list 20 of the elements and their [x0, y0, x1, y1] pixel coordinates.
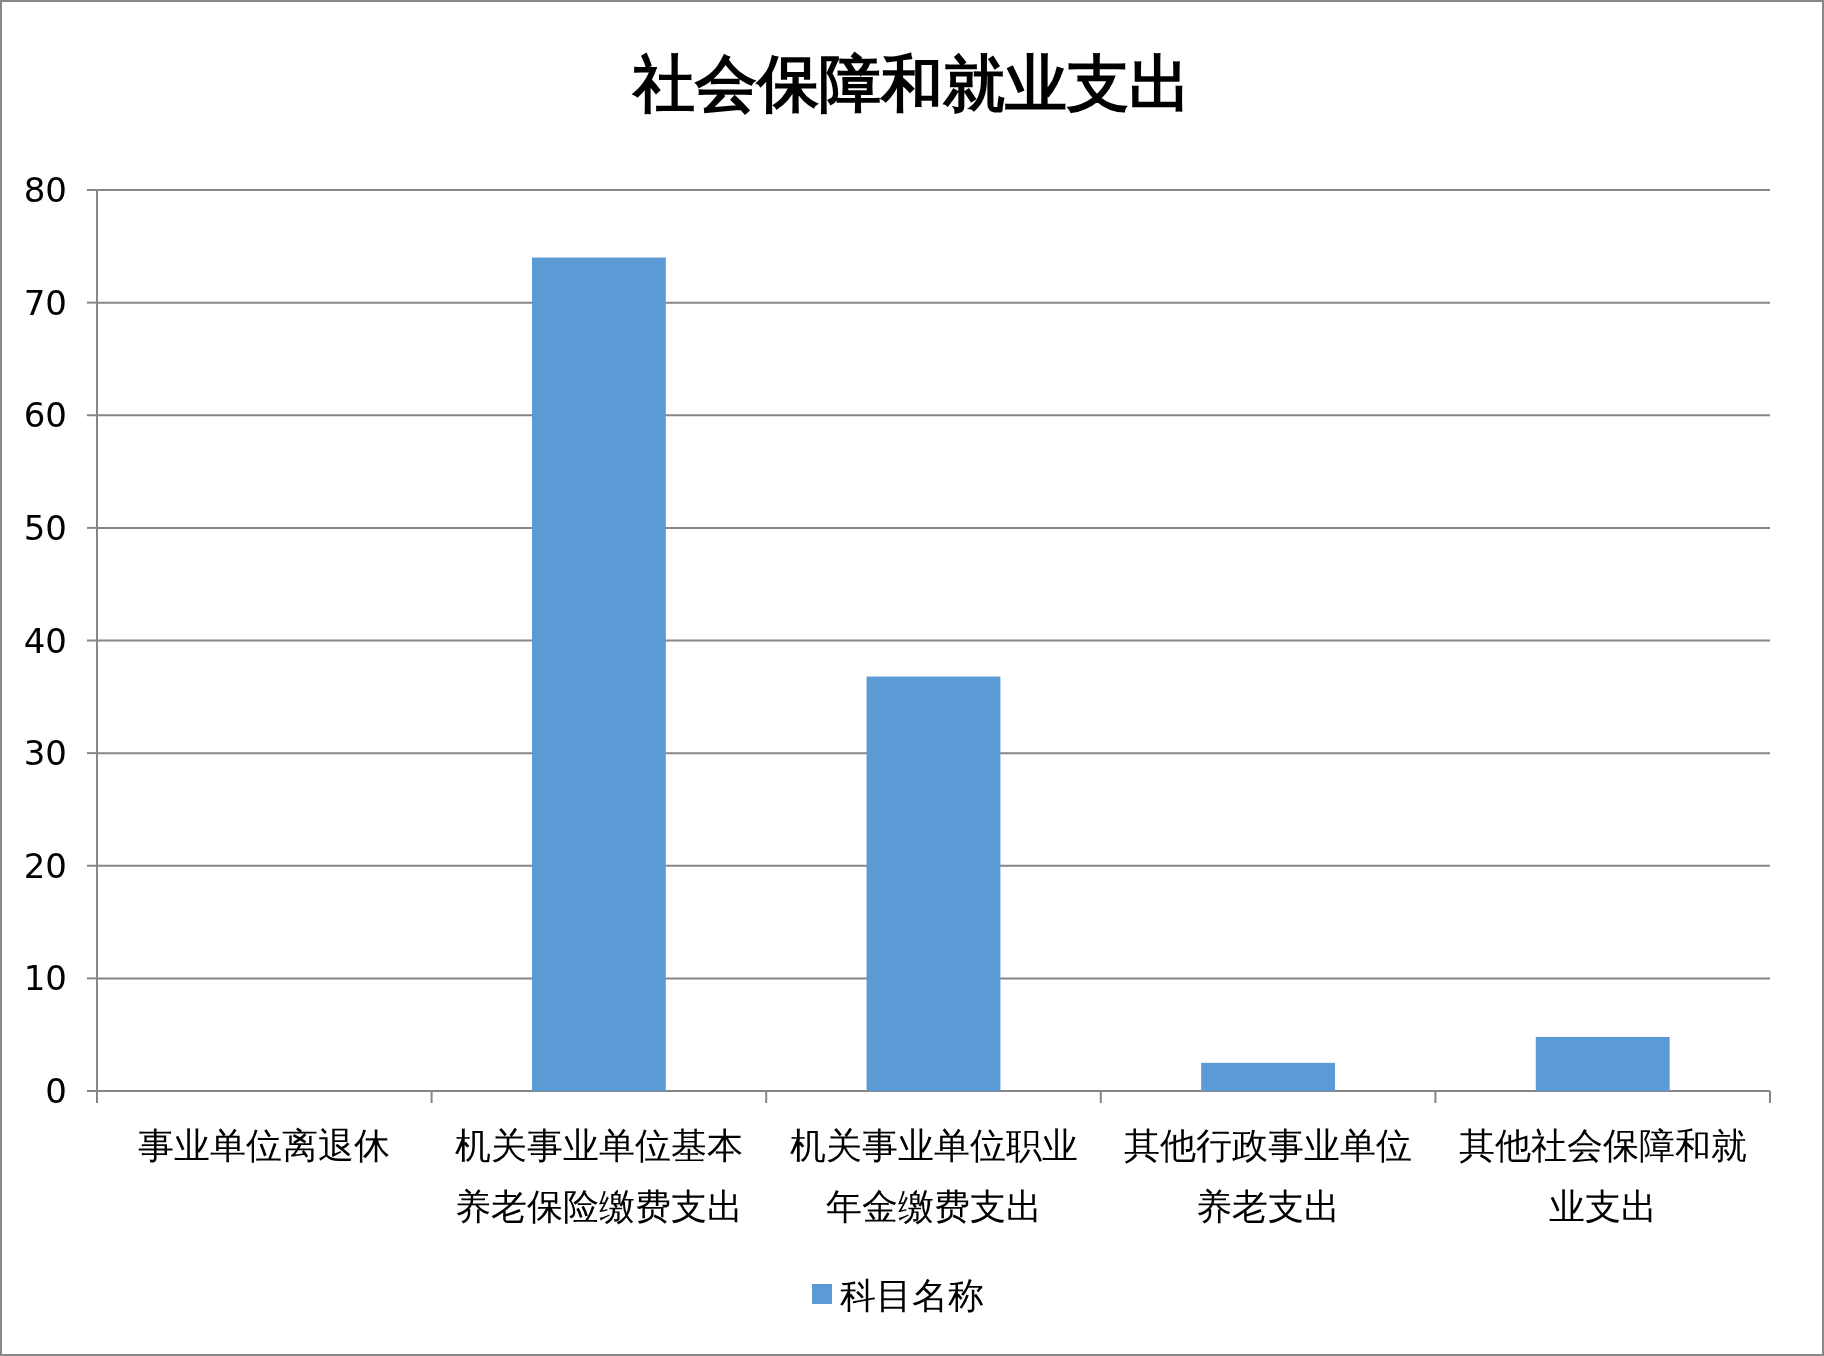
y-tick-label: 30 — [23, 733, 67, 774]
y-tick-label: 60 — [23, 395, 67, 436]
y-tick-label: 20 — [23, 845, 67, 886]
bar — [1201, 1062, 1336, 1091]
x-tick-label: 其他行政事业单位养老支出 — [1124, 1125, 1413, 1227]
y-tick-label: 0 — [45, 1071, 67, 1111]
bar — [531, 257, 666, 1091]
y-tick-label: 10 — [23, 958, 67, 999]
y-tick-label: 50 — [23, 507, 67, 548]
x-tick-label: 其他社会保障和就业支出 — [1458, 1125, 1747, 1227]
y-tick-label: 70 — [23, 282, 67, 323]
y-tick-label: 80 — [23, 170, 67, 210]
chart-title: 社会保障和就业支出 — [631, 47, 1191, 120]
x-tick-label: 事业单位离退休 — [138, 1125, 391, 1166]
y-tick-label: 40 — [23, 620, 67, 661]
x-tick-label: 机关事业单位职业年金缴费支出 — [789, 1125, 1078, 1227]
bar — [1535, 1036, 1670, 1091]
x-tick-label: 机关事业单位基本养老保险缴费支出 — [454, 1125, 743, 1227]
bar — [866, 676, 1001, 1091]
legend-label: 科目名称 — [840, 1275, 984, 1316]
